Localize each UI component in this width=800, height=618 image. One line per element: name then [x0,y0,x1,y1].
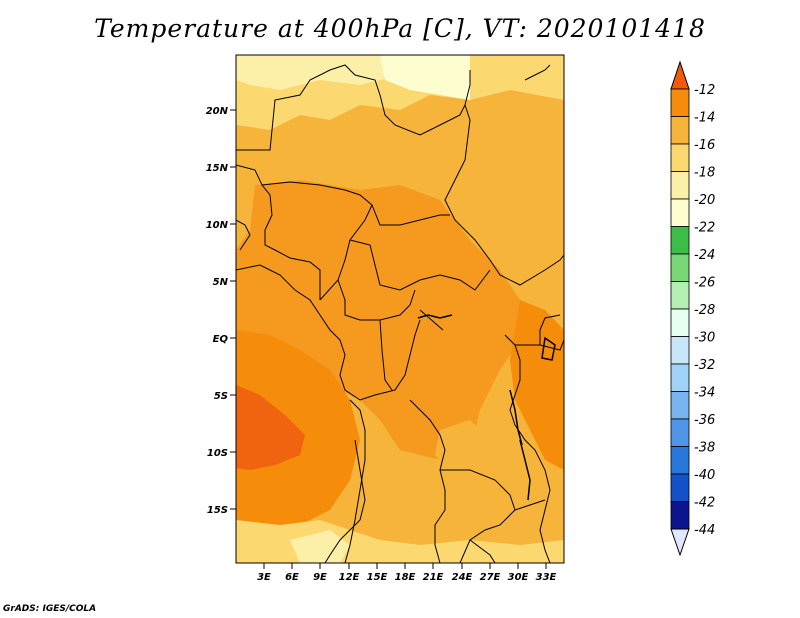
colorbar-label: -12 [694,83,715,98]
field-band-north-palest [380,55,470,100]
colorbar-bottom-triangle [670,528,690,557]
lat-label-15n: 15N [206,163,229,174]
lon-label-6e: 6E [285,572,299,583]
colorbar: -12 -14 -16 -18 -20 -22 -24 -26 -28 -30 -32 -34 -36 -… [670,60,715,557]
colorbar-label: -30 [694,331,715,346]
colorbar-cell [670,226,690,255]
map-frame [235,54,565,564]
colorbar-cell [670,501,690,530]
lakes [417,314,556,501]
lat-label-15s: 15S [207,505,228,516]
colorbar-label: -40 [694,468,715,483]
colorbar-cell [670,336,690,365]
colorbar-label: -24 [694,248,715,263]
colorbar-cell [670,473,690,502]
lat-axis: 20N 15N 10N 5N EQ 5S 10S 15S [206,106,236,516]
colorbar-label: -26 [694,276,715,291]
colorbar-cell [670,143,690,172]
lat-label-5s: 5S [214,391,228,402]
lat-label-10s: 10S [207,448,228,459]
colorbar-label: -18 [694,166,715,181]
colorbar-cell [670,363,690,392]
field-band-inland-blob [435,420,490,475]
colorbar-cell [670,281,690,310]
colorbar-cell [670,253,690,282]
colorbar-cell [670,116,690,145]
lon-label-15e: 15E [367,572,388,583]
lon-label-21e: 21E [423,572,444,583]
field-band-south-pale [290,530,350,563]
lon-label-24e: 24E [452,572,473,583]
colorbar-label: -16 [694,138,715,153]
lon-label-33e: 33E [536,572,557,583]
country-borders [236,64,564,563]
lon-label-3e: 3E [257,572,271,583]
colorbar-cell [670,198,690,227]
colorbar-top-triangle [670,60,690,90]
lat-label-eq: EQ [213,334,229,345]
colorbar-cell [670,88,690,117]
lat-label-5n: 5N [213,277,229,288]
colorbar-cell [670,446,690,475]
lat-label-20n: 20N [206,106,229,117]
colorbar-label: -32 [694,358,715,373]
lon-label-12e: 12E [339,572,360,583]
map-title: Temperature at 400hPa [C], VT: 202010141… [94,14,706,43]
colorbar-label: -20 [694,193,715,208]
colorbar-label: -42 [694,496,715,511]
lon-label-9e: 9E [313,572,327,583]
lon-label-27e: 27E [480,572,501,583]
lon-axis: 3E 6E 9E 12E 15E 18E 21E 24E 27E 30E 33E [257,563,557,583]
grads-credit: GrADS: IGES/COLA [3,604,97,614]
colorbar-label: -14 [694,111,715,126]
colorbar-label: -22 [694,221,715,236]
colorbar-label: -34 [694,386,715,401]
colorbar-label: -36 [694,413,715,428]
temperature-field [236,55,564,563]
colorbar-cell [670,418,690,447]
colorbar-label: -44 [694,523,715,538]
colorbar-cell [670,171,690,200]
colorbar-label: -28 [694,303,715,318]
lon-label-30e: 30E [508,572,529,583]
colorbar-cell [670,391,690,420]
colorbar-cell [670,308,690,337]
lat-label-10n: 10N [206,220,229,231]
field-band-warmest-core [236,385,305,470]
lon-label-18e: 18E [395,572,416,583]
colorbar-label: -38 [694,441,715,456]
